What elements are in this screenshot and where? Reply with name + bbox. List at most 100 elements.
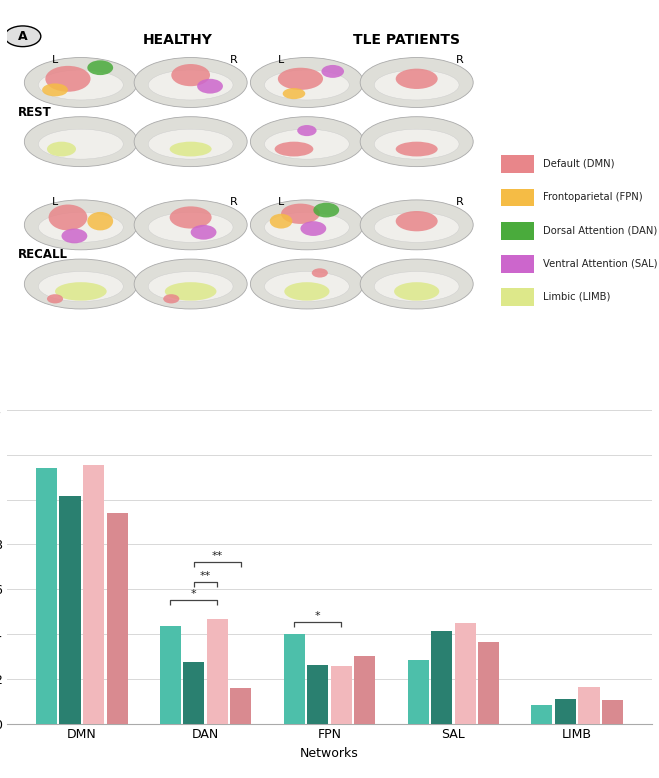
Ellipse shape [313,203,339,218]
Ellipse shape [38,129,123,159]
Ellipse shape [374,70,459,100]
Ellipse shape [275,142,313,156]
Ellipse shape [47,294,63,303]
Bar [431,631,452,724]
Ellipse shape [284,282,330,300]
Bar [602,700,623,724]
Ellipse shape [394,282,440,300]
Bar [455,623,476,724]
Ellipse shape [395,142,438,156]
Text: R: R [455,197,463,207]
Bar [160,626,181,724]
FancyBboxPatch shape [501,255,534,273]
Ellipse shape [47,142,76,156]
Ellipse shape [250,200,363,250]
Text: L: L [52,197,58,207]
Text: Ventral Attention (SAL): Ventral Attention (SAL) [542,259,657,268]
Ellipse shape [322,65,344,78]
Text: **: ** [200,571,212,581]
Text: A: A [18,30,28,43]
Ellipse shape [197,79,223,93]
Bar [183,662,204,724]
Ellipse shape [45,66,90,92]
Ellipse shape [190,225,216,240]
Text: **: ** [212,551,223,561]
Text: R: R [229,54,237,65]
Bar [531,705,552,724]
FancyBboxPatch shape [501,222,534,240]
Ellipse shape [148,272,233,302]
Ellipse shape [134,117,247,166]
Ellipse shape [148,70,233,100]
Ellipse shape [134,200,247,250]
Ellipse shape [264,70,349,100]
FancyBboxPatch shape [501,289,534,307]
Text: R: R [229,197,237,207]
FancyBboxPatch shape [501,188,534,206]
Text: *: * [315,612,320,622]
Text: Frontoparietal (FPN): Frontoparietal (FPN) [542,192,643,202]
Ellipse shape [250,259,363,309]
Ellipse shape [38,272,123,302]
Bar [307,665,328,724]
Ellipse shape [264,212,349,242]
Text: Dorsal Attention (DAN): Dorsal Attention (DAN) [542,226,657,236]
Ellipse shape [87,61,113,75]
Ellipse shape [171,64,210,86]
Ellipse shape [360,58,473,107]
Ellipse shape [55,282,107,300]
Bar [355,657,376,724]
Ellipse shape [24,200,137,250]
Ellipse shape [169,206,212,229]
Ellipse shape [134,259,247,309]
Text: TLE PATIENTS: TLE PATIENTS [353,33,461,47]
Text: RECALL: RECALL [18,248,69,261]
Ellipse shape [148,212,233,242]
Ellipse shape [360,259,473,309]
Ellipse shape [250,117,363,166]
Ellipse shape [38,70,123,100]
Ellipse shape [24,259,137,309]
Bar [36,468,57,724]
Bar [579,687,600,724]
Ellipse shape [24,58,137,107]
Ellipse shape [148,129,233,159]
X-axis label: Networks: Networks [300,747,359,760]
Ellipse shape [301,221,326,236]
Bar [283,634,304,724]
Bar [478,642,499,724]
Ellipse shape [297,125,316,136]
Ellipse shape [395,68,438,89]
Ellipse shape [283,88,305,99]
Text: L: L [52,54,58,65]
Bar [107,513,128,724]
Ellipse shape [264,272,349,302]
Ellipse shape [61,229,87,244]
Ellipse shape [165,282,216,300]
Bar [555,699,576,724]
Ellipse shape [250,58,363,107]
Ellipse shape [87,212,113,230]
Bar [231,688,252,724]
Text: L: L [278,54,284,65]
Bar [331,667,352,724]
Ellipse shape [374,212,459,242]
Circle shape [5,26,41,47]
FancyBboxPatch shape [501,156,534,173]
Ellipse shape [281,204,320,224]
Ellipse shape [42,83,68,96]
Ellipse shape [312,268,328,278]
Text: L: L [278,197,284,207]
Ellipse shape [134,58,247,107]
Text: REST: REST [18,106,52,118]
Ellipse shape [49,205,87,230]
Ellipse shape [163,294,179,303]
Ellipse shape [360,200,473,250]
Ellipse shape [270,214,293,229]
Ellipse shape [278,68,323,90]
Text: *: * [191,589,196,599]
Text: Default (DMN): Default (DMN) [542,159,614,169]
Ellipse shape [374,129,459,159]
Ellipse shape [264,129,349,159]
Ellipse shape [24,117,137,166]
